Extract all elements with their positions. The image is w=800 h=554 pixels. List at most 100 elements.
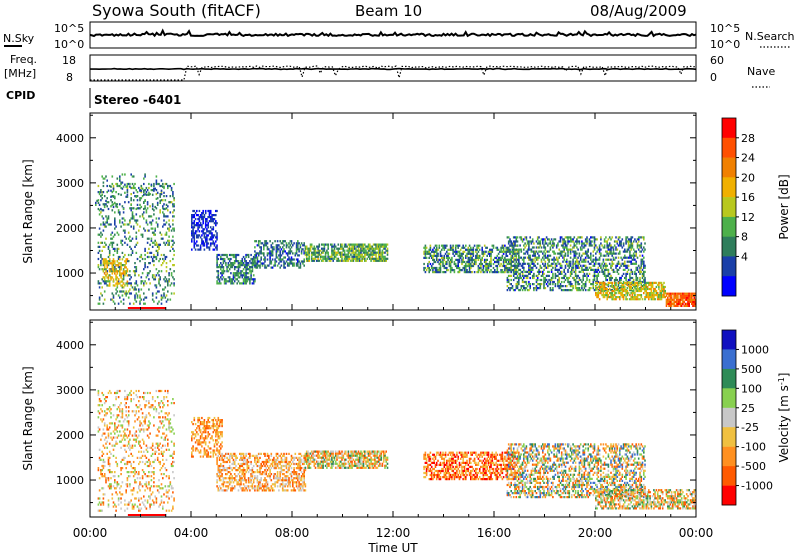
- echo-cell: [581, 236, 583, 239]
- echo-cell: [254, 266, 256, 269]
- echo-cell: [165, 280, 168, 283]
- echo-cell: [279, 258, 281, 261]
- echo-cell: [377, 251, 380, 254]
- echo-cell: [554, 264, 557, 267]
- echo-cell: [121, 243, 124, 246]
- echo-cell: [593, 270, 596, 273]
- echo-cell: [434, 254, 437, 257]
- echo-cell: [653, 296, 655, 299]
- echo-cell: [265, 242, 268, 245]
- echo-cell: [516, 262, 519, 265]
- echo-cell: [602, 258, 605, 261]
- echo-cell: [145, 221, 148, 224]
- echo-cell: [136, 195, 139, 198]
- echo-cell: [514, 266, 516, 269]
- echo-cell: [554, 266, 557, 269]
- echo-cell: [284, 262, 286, 265]
- echo-cell: [636, 268, 639, 271]
- echo-cell: [443, 258, 446, 261]
- echo-cell: [552, 280, 554, 284]
- echo-cell: [632, 256, 635, 259]
- echo-cell: [456, 252, 458, 255]
- echo-cell: [665, 298, 668, 301]
- echo-cell: [114, 426, 116, 429]
- echo-cell: [590, 266, 592, 269]
- echo-cell: [435, 246, 438, 249]
- echo-cell: [232, 255, 235, 259]
- echo-cell: [169, 298, 172, 301]
- echo-cell: [115, 509, 117, 512]
- echo-cell: [610, 296, 612, 299]
- echo-cell: [274, 258, 276, 261]
- echo-cell: [235, 266, 237, 269]
- echo-cell: [530, 270, 533, 273]
- echo-cell: [209, 216, 212, 219]
- echo-cell: [160, 264, 163, 267]
- echo-cell: [639, 268, 641, 271]
- echo-cell: [626, 292, 629, 295]
- echo-cell: [278, 254, 280, 257]
- echo-cell: [103, 410, 106, 413]
- echo-cell: [574, 274, 577, 277]
- echo-cell: [236, 272, 238, 275]
- echo-cell: [160, 193, 163, 196]
- echo-cell: [167, 284, 169, 287]
- echo-cell: [338, 247, 341, 250]
- echo-cell: [465, 248, 467, 251]
- echo-cell: [228, 257, 231, 261]
- echo-cell: [515, 270, 518, 273]
- echo-cell: [573, 254, 576, 257]
- echo-cell: [487, 266, 490, 270]
- echo-cell: [597, 292, 600, 295]
- echo-cell: [136, 203, 139, 206]
- echo-cell: [627, 283, 630, 286]
- echo-cell: [501, 269, 504, 272]
- echo-cell: [108, 274, 111, 277]
- echo-cell: [355, 251, 357, 254]
- echo-cell: [516, 264, 519, 268]
- echo-cell: [459, 252, 462, 255]
- echo-cell: [168, 223, 170, 226]
- echo-cell: [254, 240, 256, 243]
- echo-cell: [134, 467, 136, 470]
- echo-cell: [640, 294, 643, 297]
- echo-cell: [204, 220, 207, 223]
- echo-cell: [111, 272, 114, 275]
- echo-cell: [547, 254, 549, 257]
- echo-cell: [447, 254, 449, 257]
- echo-cell: [227, 264, 230, 267]
- echo-cell: [612, 250, 615, 253]
- echo-cell: [461, 252, 463, 255]
- colorbar-tick-label: 28: [741, 132, 755, 145]
- echo-cell: [146, 223, 149, 226]
- echo-cell: [559, 264, 562, 267]
- echo-cell: [107, 284, 110, 287]
- echo-cell: [516, 248, 519, 251]
- echo-cell: [115, 440, 117, 443]
- echo-cell: [108, 258, 111, 261]
- echo-cell: [631, 292, 634, 295]
- echo-cell: [369, 249, 371, 252]
- echo-cell: [106, 219, 108, 222]
- echo-cell: [300, 248, 303, 251]
- echo-cell: [129, 501, 131, 504]
- echo-cell: [206, 238, 208, 241]
- echo-cell: [110, 391, 112, 395]
- echo-cell: [566, 246, 568, 249]
- echo-cell: [237, 253, 240, 257]
- echo-cell: [105, 442, 107, 445]
- echo-cell: [543, 254, 545, 257]
- echo-cell: [692, 298, 694, 301]
- echo-cell: [598, 256, 601, 259]
- echo-cell: [110, 278, 112, 281]
- echo-cell: [106, 179, 108, 182]
- echo-cell: [566, 236, 568, 239]
- echo-cell: [381, 243, 384, 246]
- echo-cell: [110, 189, 112, 192]
- echo-cell: [348, 243, 351, 246]
- echo-cell: [279, 260, 281, 263]
- echo-cell: [613, 285, 616, 289]
- echo-cell: [564, 274, 567, 277]
- echo-cell: [502, 264, 505, 268]
- echo-cell: [653, 294, 655, 297]
